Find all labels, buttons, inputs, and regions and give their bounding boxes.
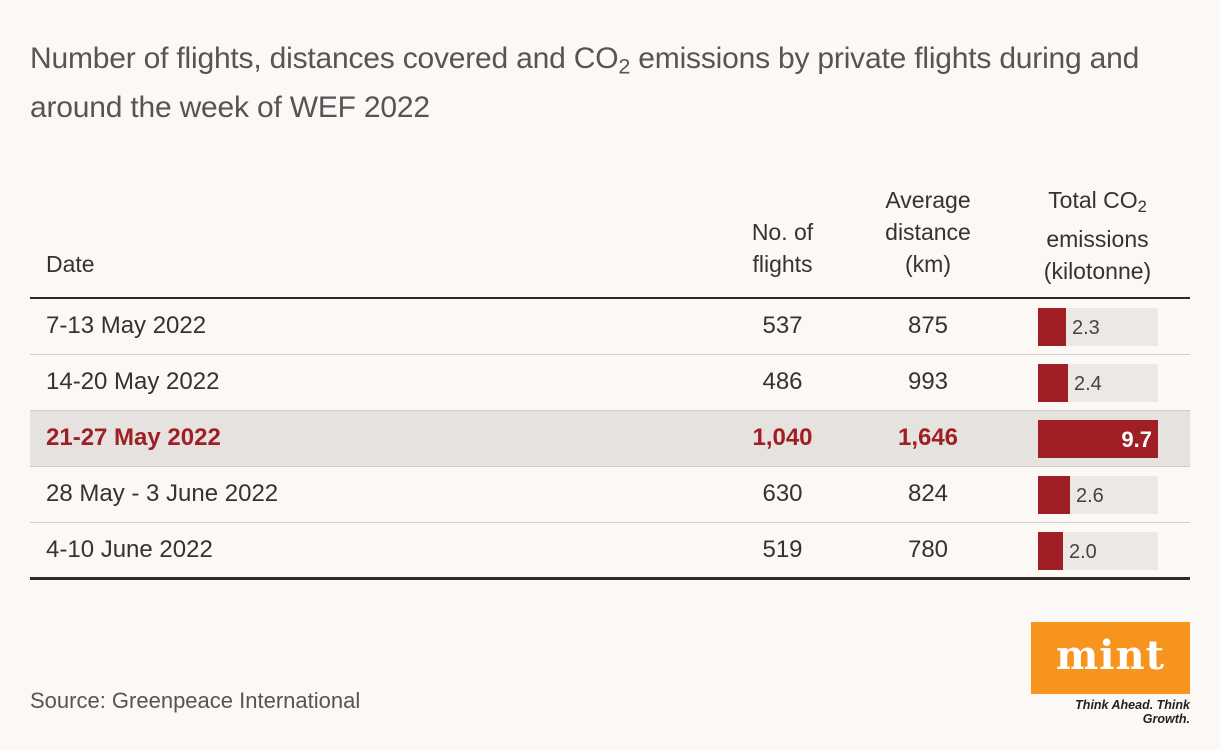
chart-title: Number of flights, distances covered and…: [30, 42, 1140, 125]
flights-cell: 1,040: [752, 424, 813, 451]
co2-bar-track: 2.4: [1038, 364, 1158, 402]
co2-bar-track: 2.3: [1038, 308, 1158, 346]
table-row: 4-10 June 2022 519 780 2.0: [30, 523, 1190, 579]
flights-cell: 537: [762, 312, 803, 339]
co2-bar: [1038, 420, 1158, 458]
co2-value-label: 9.7: [1121, 427, 1152, 452]
logo-tagline: Think Ahead. Think Growth.: [1075, 698, 1190, 726]
column-header-flights: No. of flights: [751, 219, 814, 277]
date-cell: 4-10 June 2022: [46, 536, 213, 563]
mint-logo: mint: [1031, 622, 1190, 694]
co2-bar: [1038, 476, 1070, 514]
flights-cell: 630: [762, 480, 803, 507]
date-cell: 14-20 May 2022: [46, 368, 220, 395]
co2-bar: [1038, 308, 1066, 346]
column-header-distance: Average distance (km): [885, 187, 971, 277]
co2-value-label: 2.4: [1074, 373, 1102, 395]
co2-bar-track: 9.7: [1038, 420, 1158, 458]
co2-bar: [1038, 532, 1063, 570]
table-body: 7-13 May 2022 537 875 2.3 14-20 May 2022 486 9…: [30, 299, 1190, 579]
distance-cell: 875: [907, 312, 949, 339]
table-row: 28 May - 3 June 2022 630 824 2.6: [30, 467, 1190, 523]
co2-bar-track: 2.0: [1038, 532, 1158, 570]
distance-cell: 780: [907, 536, 949, 563]
co2-value-label: 2.3: [1072, 317, 1100, 339]
distance-cell: 993: [907, 368, 949, 395]
distance-cell: 1,646: [897, 424, 959, 451]
co2-bar-track: 2.6: [1038, 476, 1158, 514]
column-header-co2: Total CO2 emissions (kilotonne): [1043, 187, 1152, 285]
table-row: 14-20 May 2022 486 993 2.4: [30, 355, 1190, 411]
table-row: 21-27 May 2022 1,040 1,646 9.7: [30, 411, 1190, 467]
source-note: Source: Greenpeace International: [30, 688, 361, 713]
date-cell: 21-27 May 2022: [46, 424, 221, 451]
table-row: 7-13 May 2022 537 875 2.3: [30, 299, 1190, 355]
table-bottom-rule: [30, 577, 1190, 580]
date-cell: 7-13 May 2022: [46, 312, 207, 339]
co2-bar: [1038, 364, 1068, 402]
column-header-date: Date: [46, 251, 95, 277]
distance-cell: 824: [907, 480, 949, 507]
date-cell: 28 May - 3 June 2022: [46, 480, 279, 507]
table-top-rule: [30, 297, 1190, 299]
flights-cell: 486: [762, 368, 803, 395]
co2-value-label: 2.0: [1069, 541, 1097, 563]
flights-cell: 519: [762, 536, 803, 563]
co2-value-label: 2.6: [1076, 485, 1104, 507]
